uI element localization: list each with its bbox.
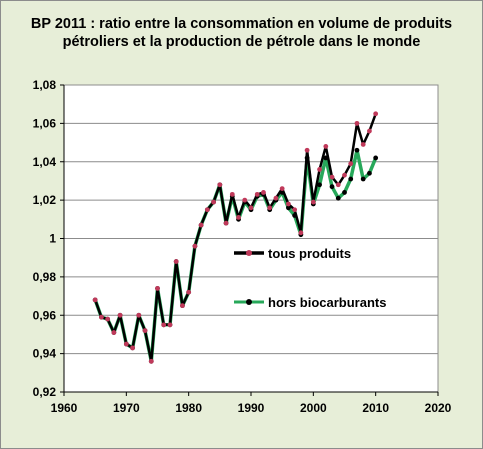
data-point-tous-produits: [217, 182, 223, 188]
data-point-tous-produits: [173, 259, 179, 264]
y-tick-label: 0,92: [33, 385, 57, 399]
x-tick-label: 1970: [113, 401, 140, 415]
data-point-tous-produits: [192, 243, 198, 249]
data-point-tous-produits: [92, 297, 98, 303]
data-point-tous-produits: [242, 197, 248, 203]
axes: 0,92 0,94 0,96 0,98 1 1,02 1,04 1,06 1,08 1960 197…: [33, 78, 452, 415]
data-point-tous-produits: [335, 182, 341, 188]
chart-title-line-2: pétroliers et la production de pétrole d…: [62, 34, 421, 50]
data-point-tous-produits: [273, 195, 279, 201]
y-tick-label: 1,04: [33, 155, 57, 169]
data-point-tous-produits: [130, 345, 135, 351]
data-point-tous-produits: [198, 222, 204, 228]
data-point-tous-produits: [360, 142, 366, 147]
y-tick-label: 0,98: [33, 270, 57, 284]
legend: tous produits hors biocarburants: [234, 246, 386, 310]
series-lines: [92, 111, 379, 364]
data-point-tous-produits: [329, 174, 335, 180]
data-point-tous-produits: [323, 144, 329, 149]
y-tick-label: 1,06: [33, 116, 57, 130]
y-tick-label: 0,94: [33, 347, 57, 361]
data-point-hors-biocarburants: [286, 205, 291, 211]
data-point-tous-produits: [254, 191, 260, 197]
data-point-tous-produits: [298, 230, 304, 236]
data-point-hors-biocarburants: [342, 190, 347, 195]
data-point-tous-produits: [155, 285, 160, 291]
legend-label-tous-produits: tous produits: [268, 246, 351, 261]
series-line-tous-produits: [94, 113, 377, 363]
data-point-tous-produits: [123, 341, 129, 347]
data-point-tous-produits: [111, 330, 117, 335]
data-point-tous-produits: [117, 312, 123, 318]
data-point-tous-produits: [142, 328, 148, 333]
data-point-hors-biocarburants: [360, 176, 366, 182]
data-point-tous-produits: [236, 214, 241, 220]
data-point-tous-produits: [354, 120, 360, 126]
y-tick-label: 1: [49, 232, 56, 246]
data-point-tous-produits: [304, 147, 310, 153]
data-point-tous-produits: [317, 167, 322, 172]
data-point-tous-produits: [211, 199, 217, 205]
data-point-hors-biocarburants: [348, 176, 354, 182]
data-point-tous-produits: [248, 205, 254, 211]
y-tick-label: 0,96: [33, 308, 57, 322]
data-point-tous-produits: [105, 316, 111, 322]
data-point-tous-produits: [136, 312, 142, 318]
data-point-tous-produits: [348, 161, 354, 167]
x-tick-label: 2020: [425, 401, 452, 415]
data-point-hors-biocarburants: [317, 182, 322, 188]
legend-marker-hors-biocarburants: [246, 299, 252, 305]
grid-lines: [64, 122, 438, 355]
data-point-tous-produits: [180, 303, 185, 309]
data-point-tous-produits: [292, 207, 298, 213]
data-point-tous-produits: [279, 186, 285, 192]
x-tick-label: 2000: [300, 401, 327, 415]
chart-title: BP 2011 : ratio entre la consommation en…: [0, 15, 483, 51]
data-point-hors-biocarburants: [292, 213, 298, 218]
data-point-hors-biocarburants: [373, 155, 379, 161]
data-point-hors-biocarburants: [323, 155, 329, 161]
data-point-tous-produits: [223, 220, 229, 226]
data-point-hors-biocarburants: [335, 195, 341, 201]
legend-label-hors-biocarburants: hors biocarburants: [268, 295, 386, 310]
data-point-tous-produits: [99, 314, 104, 320]
x-tick-label: 1980: [175, 401, 202, 415]
data-point-hors-biocarburants: [354, 147, 360, 153]
data-point-tous-produits: [229, 191, 235, 197]
x-tick-label: 2010: [362, 401, 389, 415]
data-point-tous-produits: [267, 205, 273, 211]
data-point-hors-biocarburants: [367, 170, 372, 176]
legend-marker-tous-produits: [246, 250, 252, 256]
y-tick-label: 1,02: [33, 193, 57, 207]
data-point-tous-produits: [373, 111, 379, 117]
data-point-tous-produits: [261, 190, 266, 195]
data-point-tous-produits: [342, 172, 347, 178]
data-point-tous-produits: [186, 289, 192, 295]
x-tick-label: 1990: [238, 401, 265, 415]
data-point-hors-biocarburants: [329, 184, 335, 190]
data-point-tous-produits: [310, 199, 316, 205]
data-point-tous-produits: [167, 322, 173, 328]
data-point-hors-biocarburants: [279, 190, 285, 195]
data-point-tous-produits: [148, 358, 154, 364]
data-point-tous-produits: [204, 207, 210, 213]
chart-title-line-1: BP 2011 : ratio entre la consommation en…: [30, 16, 453, 32]
data-point-tous-produits: [161, 322, 167, 328]
data-point-tous-produits: [286, 201, 291, 207]
data-point-hors-biocarburants: [304, 155, 310, 161]
data-point-tous-produits: [367, 128, 372, 134]
y-tick-label: 1,08: [33, 78, 57, 92]
x-tick-label: 1960: [51, 401, 78, 415]
